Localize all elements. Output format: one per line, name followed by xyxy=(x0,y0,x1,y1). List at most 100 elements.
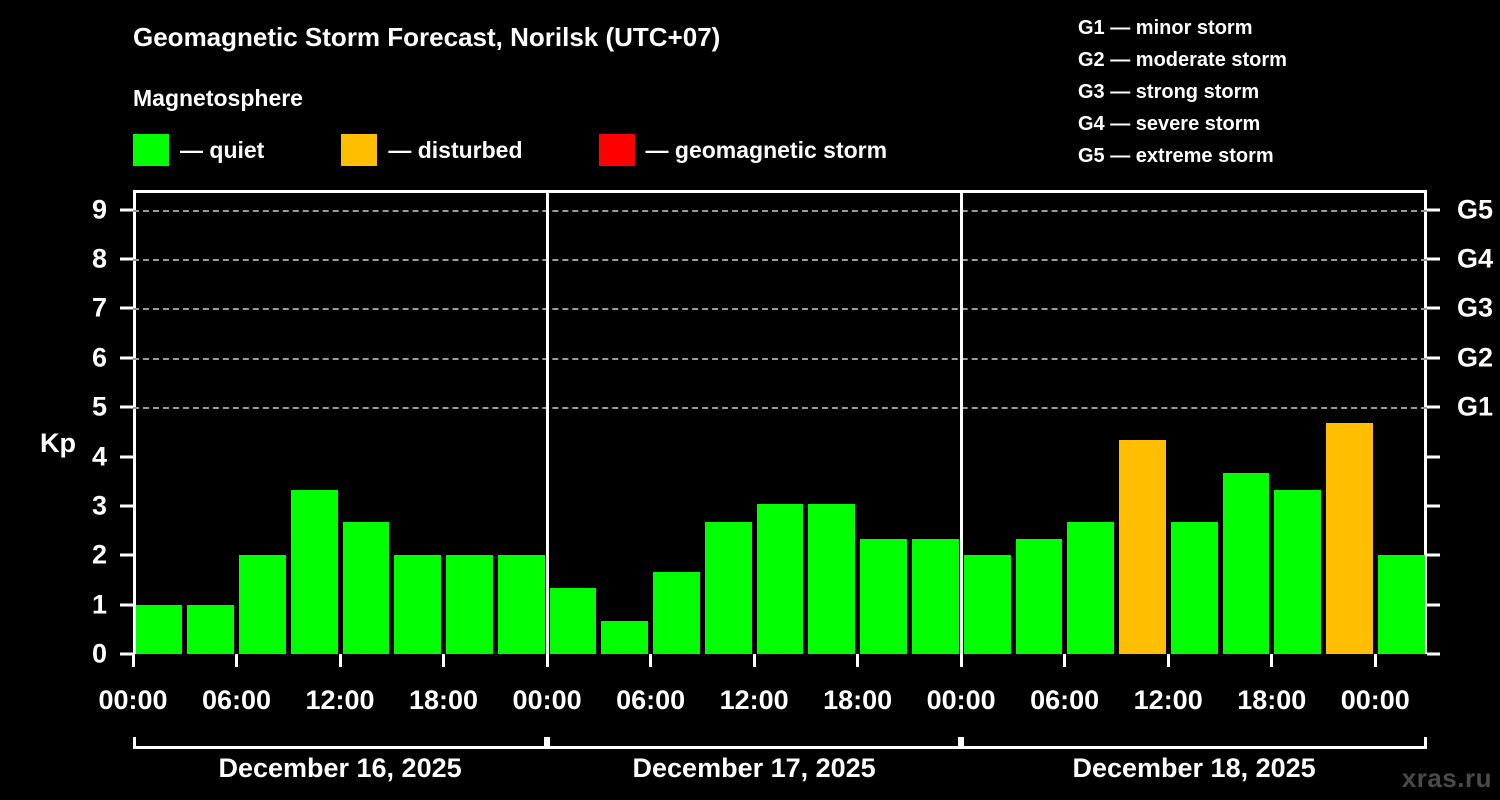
x-tick-mark-5 xyxy=(649,654,653,667)
page-title: Geomagnetic Storm Forecast, Norilsk (UTC… xyxy=(133,22,721,52)
day-separator-2 xyxy=(959,190,963,654)
g-axis-tick-mark-5 xyxy=(1427,405,1440,409)
bar-slot xyxy=(909,190,961,654)
y-tick-mark-7 xyxy=(120,306,133,310)
x-tick-label-0: 00:00 xyxy=(98,685,168,715)
g-legend-line-1: G1 — minor storm xyxy=(1078,17,1253,39)
x-axis-ticks xyxy=(131,654,1427,668)
x-tick-label-10: 12:00 xyxy=(1133,685,1203,715)
bar-slot xyxy=(599,190,651,654)
g-axis-tick-mark-6 xyxy=(1427,356,1440,360)
x-tick-label-12: 00:00 xyxy=(1340,685,1410,715)
bar-slot xyxy=(547,190,599,654)
bar[interactable] xyxy=(1274,489,1322,654)
bar[interactable] xyxy=(135,604,183,654)
x-tick-mark-7 xyxy=(856,654,860,667)
color-legend: — quiet — disturbed — geomagnetic storm xyxy=(133,132,887,168)
legend-item-disturbed: — disturbed xyxy=(341,134,523,166)
bar[interactable] xyxy=(756,504,804,654)
bar-slot xyxy=(1117,190,1169,654)
bar-slot xyxy=(444,190,496,654)
legend-swatch-disturbed xyxy=(341,134,378,166)
bar[interactable] xyxy=(549,588,597,654)
bar[interactable] xyxy=(239,555,286,654)
x-tick-mark-2 xyxy=(338,654,342,667)
legend-label-storm: — geomagnetic storm xyxy=(645,136,888,163)
legend-label-quiet: — quiet xyxy=(180,136,265,163)
g-axis-tick-mark-3 xyxy=(1427,504,1440,508)
y-tick-mark-8 xyxy=(120,257,133,261)
bar[interactable] xyxy=(1015,539,1063,654)
x-tick-mark-10 xyxy=(1166,654,1170,667)
y-tick-label-6: 6 xyxy=(91,342,107,373)
x-tick-mark-1 xyxy=(235,654,239,667)
bar-slot xyxy=(495,190,547,654)
bar[interactable] xyxy=(704,522,752,654)
bar-slot xyxy=(133,190,185,654)
day-band-1: December 16, 2025 xyxy=(133,737,548,797)
y-tick-mark-6 xyxy=(120,356,133,360)
bar[interactable] xyxy=(653,571,700,654)
y-tick-label-1: 1 xyxy=(91,589,107,620)
bar-slot xyxy=(185,190,237,654)
day-band-2: December 17, 2025 xyxy=(547,737,962,797)
y-tick-label-7: 7 xyxy=(91,292,107,323)
y-tick-mark-2 xyxy=(120,553,133,557)
bar[interactable] xyxy=(860,539,907,654)
x-tick-label-7: 18:00 xyxy=(823,685,893,715)
bar[interactable] xyxy=(808,504,856,654)
bar[interactable] xyxy=(1067,522,1115,654)
g-legend-line-3: G3 — strong storm xyxy=(1078,81,1260,103)
gridline-kp-5 xyxy=(133,407,1427,410)
y-tick-label-0: 0 xyxy=(91,638,107,669)
watermark: xras.ru xyxy=(1401,763,1492,793)
bar[interactable] xyxy=(1170,522,1218,654)
x-tick-label-9: 06:00 xyxy=(1030,685,1100,715)
x-tick-label-6: 12:00 xyxy=(719,685,789,715)
bar[interactable] xyxy=(342,522,390,654)
day-bands: December 16, 2025 December 17, 2025 Decemb… xyxy=(133,737,1427,797)
g-axis-tick-mark-9 xyxy=(1427,208,1440,212)
x-tick-label-11: 18:00 xyxy=(1237,685,1307,715)
x-tick-mark-4 xyxy=(545,654,549,667)
bar-slot xyxy=(806,190,858,654)
day-label: December 16, 2025 xyxy=(218,753,462,783)
bar[interactable] xyxy=(1377,555,1425,654)
bar[interactable] xyxy=(394,555,442,654)
bar-slot xyxy=(1013,190,1065,654)
y-tick-label-3: 3 xyxy=(91,490,107,521)
bar-slot xyxy=(1168,190,1220,654)
chart-subtitle: Magnetosphere xyxy=(133,85,303,111)
bar[interactable] xyxy=(601,620,649,654)
g-tick-label-G4: G4 xyxy=(1457,243,1494,274)
bar[interactable] xyxy=(1222,472,1270,654)
x-tick-mark-8 xyxy=(959,654,963,667)
g-axis-tick-mark-8 xyxy=(1427,257,1440,261)
x-tick-mark-11 xyxy=(1270,654,1274,667)
bar[interactable] xyxy=(911,539,959,654)
g-legend-line-5: G5 — extreme storm xyxy=(1078,145,1274,167)
y-tick-label-2: 2 xyxy=(91,539,107,570)
bar[interactable] xyxy=(1119,440,1166,654)
bar[interactable] xyxy=(497,555,545,654)
g-axis-tick-mark-1 xyxy=(1427,603,1440,607)
bar[interactable] xyxy=(290,489,338,654)
bar-slot xyxy=(1324,190,1376,654)
bar[interactable] xyxy=(963,555,1011,654)
g-scale-legend: G1 — minor storm G2 — moderate storm G3 — … xyxy=(1078,12,1287,172)
y-tick-mark-0 xyxy=(120,652,133,656)
legend-item-storm: — geomagnetic storm xyxy=(598,134,888,166)
y-tick-label-4: 4 xyxy=(91,441,107,472)
bar-slot xyxy=(392,190,444,654)
legend-swatch-storm xyxy=(598,134,635,166)
gridline-kp-8 xyxy=(133,259,1427,262)
x-tick-label-5: 06:00 xyxy=(616,685,686,715)
bar[interactable] xyxy=(446,555,493,654)
y-axis: Kp 0 1 2 3 4 5 6 7 8 9 xyxy=(0,190,133,669)
bar[interactable] xyxy=(187,604,235,654)
bar-series xyxy=(133,190,1427,654)
x-tick-label-2: 12:00 xyxy=(305,685,375,715)
bar[interactable] xyxy=(1326,423,1373,654)
x-tick-mark-3 xyxy=(442,654,446,667)
legend-swatch-quiet xyxy=(133,134,169,166)
